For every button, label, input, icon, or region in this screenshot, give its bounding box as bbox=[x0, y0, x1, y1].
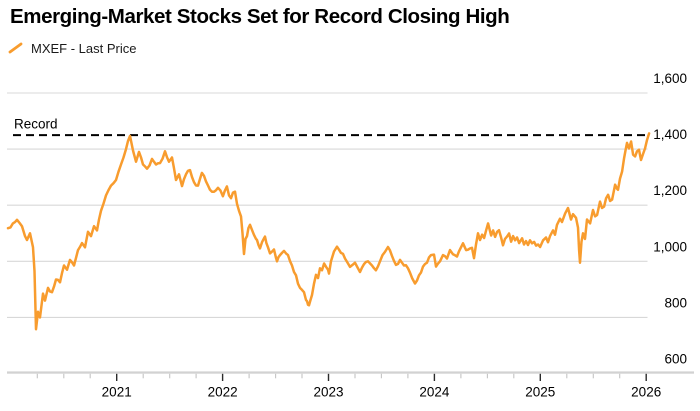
line-series-swatch-icon bbox=[8, 42, 23, 53]
x-axis-label: 2025 bbox=[525, 385, 555, 400]
y-axis-label: 600 bbox=[664, 352, 687, 367]
y-axis-label: 1,400 bbox=[653, 127, 687, 142]
y-axis-label: 800 bbox=[664, 295, 687, 310]
y-axis-label: 1,600 bbox=[653, 71, 687, 86]
legend-label: MXEF - Last Price bbox=[31, 40, 137, 56]
x-axis-label: 2021 bbox=[102, 385, 132, 400]
x-axis-label: 2022 bbox=[208, 385, 238, 400]
legend: MXEF - Last Price bbox=[7, 39, 136, 57]
chart-title: Emerging-Market Stocks Set for Record Cl… bbox=[10, 5, 510, 28]
x-axis-label: 2026 bbox=[631, 385, 661, 400]
price-line bbox=[6, 132, 651, 331]
record-label: Record bbox=[14, 117, 58, 132]
y-axis-label: 1,000 bbox=[653, 239, 687, 254]
x-axis-line bbox=[7, 371, 694, 374]
y-axis-label: 1,200 bbox=[653, 183, 687, 198]
x-axis-label: 2024 bbox=[419, 385, 450, 400]
x-axis-label: 2023 bbox=[313, 385, 343, 400]
